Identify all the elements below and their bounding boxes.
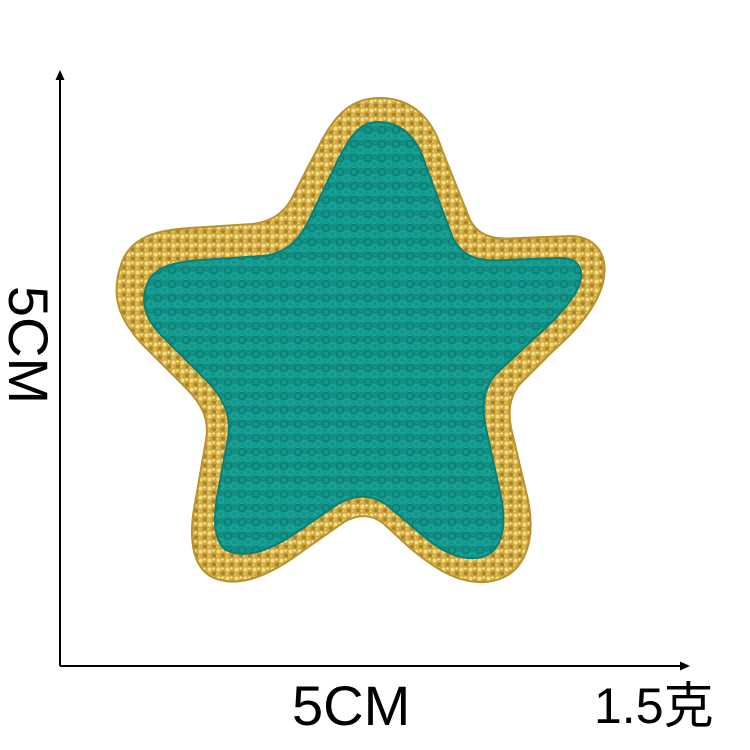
weight-label: 1.5克 xyxy=(594,678,714,734)
vertical-axis-arrow xyxy=(55,70,65,80)
height-label: 5CM xyxy=(0,280,60,410)
height-label-text: 5CM xyxy=(0,285,60,405)
horizontal-axis-arrow xyxy=(680,661,690,671)
width-label: 5CM xyxy=(292,674,411,737)
chenille-star xyxy=(143,120,583,560)
